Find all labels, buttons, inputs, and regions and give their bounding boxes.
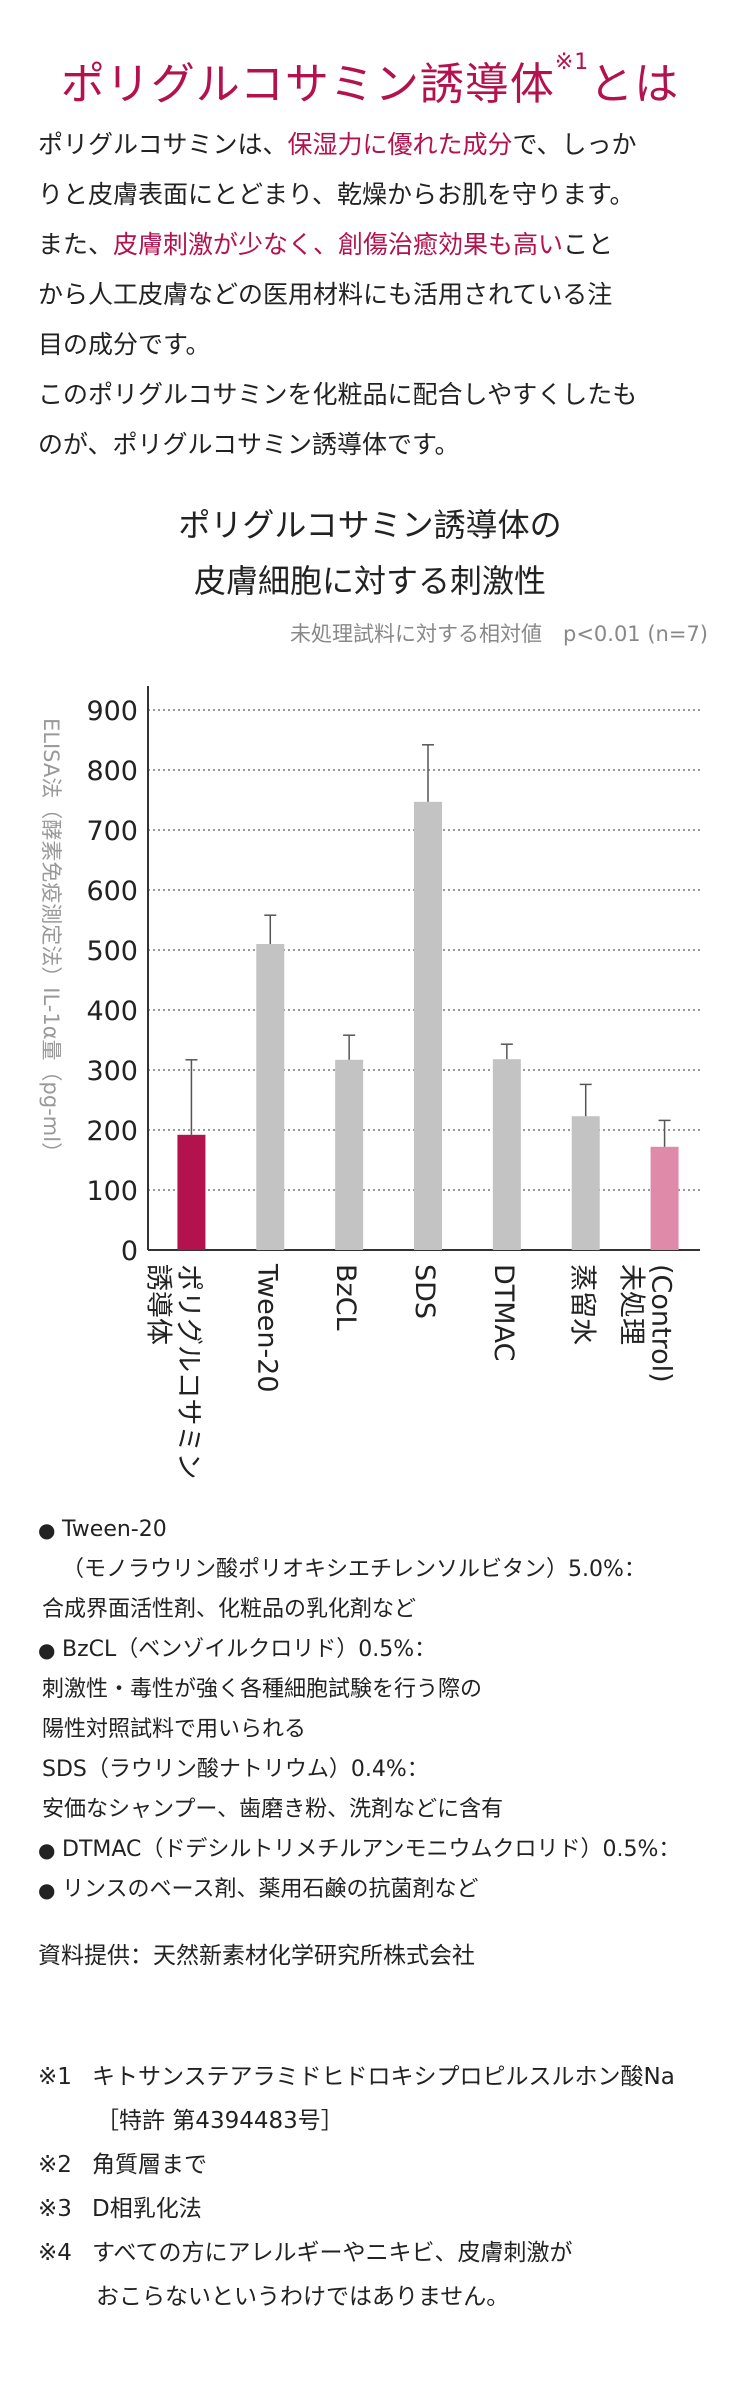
reference-notes: ※1 キトサンステアラミドヒドロキシプロピルスルホン酸Na ［特許 第4394483… (38, 2055, 718, 2319)
intro-line-1: ポリグルコサミンは、保湿力に優れた成分で、しっか (38, 120, 710, 170)
chart-title: ポリグルコサミン誘導体の 皮膚細胞に対する刺激性 (0, 497, 740, 609)
x-tick-label: DTMAC (488, 1264, 519, 1361)
footnote-text: 刺激性・毒性が強く各種細胞試験を行う際の (42, 1677, 483, 1702)
reference-text: D相乳化法 (92, 2196, 202, 2222)
reference-note: ※2 角質層まで (38, 2143, 718, 2187)
footnote-text: Tween-20 (62, 1517, 167, 1542)
body-text: また、 (38, 230, 114, 259)
reference-mark: ※3 (38, 2196, 72, 2222)
reference-mark: ※2 (38, 2152, 72, 2178)
highlight-text: 皮膚刺激が少なく、創傷治癒効果も高い (113, 230, 564, 259)
bullet-icon: ● (38, 1518, 56, 1542)
bar (414, 801, 442, 1250)
section-heading: ポリグルコサミン誘導体※1とは (0, 48, 740, 112)
footnote-text: （モノラウリン酸ポリオキシエチレンソルビタン）5.0%： (62, 1557, 646, 1582)
footnote-text: 安価なシャンプー、歯磨き粉、洗剤などに含有 (42, 1797, 504, 1822)
intro-line-5: 目の成分です。 (38, 330, 211, 359)
y-tick-label: 800 (86, 756, 138, 787)
footnote-item: 安価なシャンプー、歯磨き粉、洗剤などに含有 (42, 1790, 722, 1830)
y-tick-label: 200 (86, 1116, 138, 1147)
y-tick-label: 100 (86, 1176, 138, 1207)
x-tick-label: ポリグルコサミン (172, 1264, 203, 1479)
reference-mark: ※1 (38, 2064, 72, 2090)
y-axis-label: ELISA法（酵素免疫測定法）IL-1α量（pg-ml） (39, 718, 63, 1163)
y-tick-label: 0 (121, 1236, 138, 1267)
data-source: 資料提供：天然新素材化学研究所株式会社 (38, 1943, 475, 1969)
bullet-icon: ● (38, 1878, 56, 1902)
reference-text: おこらないというわけではありません。 (96, 2284, 510, 2310)
y-tick-label: 700 (86, 816, 138, 847)
y-tick-label: 900 (86, 696, 138, 727)
footnote-text: SDS（ラウリン酸ナトリウム）0.4%： (42, 1757, 429, 1782)
x-tick-label: (Control) (646, 1264, 677, 1383)
footnote-text: リンスのベース剤、薬用石鹸の抗菌剤など (62, 1877, 479, 1902)
x-tick-label: BzCL (330, 1264, 361, 1331)
bar (492, 1059, 521, 1250)
reference-text: キトサンステアラミドヒドロキシプロピルスルホン酸Na (92, 2064, 675, 2090)
footnote-item: ● Tween-20 (38, 1510, 722, 1550)
bar (177, 1134, 206, 1250)
body-text: ポリグルコサミンは、 (38, 130, 288, 159)
y-tick-label: 600 (86, 876, 138, 907)
bullet-icon: ● (38, 1638, 56, 1662)
footnote-text: 合成界面活性剤、化粧品の乳化剤など (42, 1597, 417, 1622)
footnote-item: ● DTMAC（ドデシルトリメチルアンモニウムクロリド）0.5%： (38, 1830, 722, 1870)
reference-text: ［特許 第4394483号］ (96, 2108, 344, 2134)
reference-note: ※3 D相乳化法 (38, 2187, 718, 2231)
x-tick-label: 蒸留水 (567, 1264, 598, 1345)
body-text: で、しっか (512, 130, 637, 159)
chart-title-line-2: 皮膚細胞に対する刺激性 (193, 562, 546, 600)
footnote-item: SDS（ラウリン酸ナトリウム）0.4%： (42, 1750, 722, 1790)
chart-note: 未処理試料に対する相対値 p<0.01 (n=7) (289, 622, 708, 646)
footnote-item: 刺激性・毒性が強く各種細胞試験を行う際の (42, 1670, 722, 1710)
intro-text: ポリグルコサミンは、保湿力に優れた成分で、しっか りと皮膚表面にとどまり、乾燥か… (38, 120, 710, 470)
footnote-item: 合成界面活性剤、化粧品の乳化剤など (42, 1590, 722, 1630)
chart-title-line-1: ポリグルコサミン誘導体の (178, 506, 562, 544)
highlight-text: 保湿力に優れた成分 (287, 130, 513, 159)
bar (256, 944, 285, 1250)
x-tick-label: 未処理 (616, 1264, 647, 1345)
reference-note: ※1 キトサンステアラミドヒドロキシプロピルスルホン酸Na ［特許 第4394483… (38, 2055, 718, 2143)
intro-line-7: のが、ポリグルコサミン誘導体です。 (38, 430, 460, 459)
bar (335, 1059, 364, 1250)
reference-mark: ※4 (38, 2240, 72, 2266)
footnote-item: （モノラウリン酸ポリオキシエチレンソルビタン）5.0%： (42, 1550, 722, 1590)
heading-tail: とは (589, 59, 680, 110)
footnote-item: 陽性対照試料で用いられる (42, 1710, 722, 1750)
bar (650, 1146, 679, 1250)
intro-line-2: りと皮膚表面にとどまり、乾燥からお肌を守ります。 (38, 180, 635, 209)
footnote-text: BzCL（ベンゾイルクロリド）0.5%： (62, 1637, 437, 1662)
y-tick-label: 300 (86, 1056, 138, 1087)
footnote-list: ● Tween-20 （モノラウリン酸ポリオキシエチレンソルビタン）5.0%： 合成界… (38, 1510, 722, 1910)
reference-note: ※4 すべての方にアレルギーやニキビ、皮膚刺激がおこらないというわけではありません… (38, 2231, 718, 2319)
reference-text: 角質層まで (92, 2152, 207, 2178)
bullet-icon: ● (38, 1838, 56, 1862)
body-text: こと (563, 230, 614, 259)
footnote-text: DTMAC（ドデシルトリメチルアンモニウムクロリド）0.5%： (62, 1837, 681, 1862)
footnote-item: ● リンスのベース剤、薬用石鹸の抗菌剤など (38, 1870, 722, 1910)
footnote-text: 陽性対照試料で用いられる (42, 1717, 307, 1742)
heading-main: ポリグルコサミン誘導体 (60, 59, 555, 110)
x-tick-label: SDS (409, 1264, 440, 1319)
x-tick-label: 誘導体 (142, 1264, 173, 1345)
bar-chart: 0 100 200 300 400 500 600 700 800 900 ELISA法（酵素免疫測… (39, 686, 700, 1479)
y-tick-label: 500 (86, 936, 138, 967)
intro-line-4: から人工皮膚などの医用材料にも活用されている注 (38, 280, 613, 309)
x-tick-label: Tween-20 (251, 1263, 282, 1393)
reference-text: すべての方にアレルギーやニキビ、皮膚刺激が (92, 2240, 573, 2266)
intro-line-6: このポリグルコサミンを化粧品に配合しやすくしたも (38, 380, 638, 409)
footnote-item: ● BzCL（ベンゾイルクロリド）0.5%： (38, 1630, 722, 1670)
bar (571, 1116, 600, 1250)
heading-footnote-mark: ※1 (554, 50, 590, 75)
y-tick-label: 400 (86, 996, 138, 1027)
intro-line-3: また、皮膚刺激が少なく、創傷治癒効果も高いこと (38, 220, 710, 270)
